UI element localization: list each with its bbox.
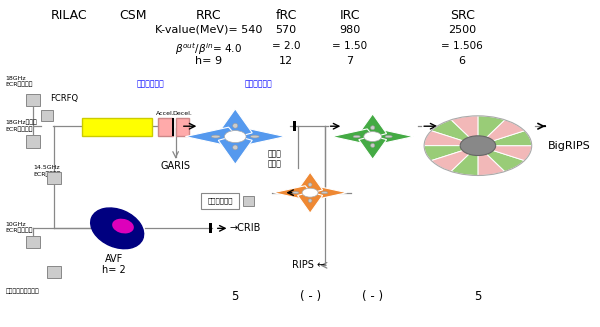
Polygon shape <box>298 192 323 213</box>
Text: = 1.50: = 1.50 <box>332 41 367 51</box>
Wedge shape <box>478 146 524 171</box>
Ellipse shape <box>91 208 143 249</box>
Ellipse shape <box>112 219 134 233</box>
Text: ( - ): ( - ) <box>362 290 383 303</box>
FancyBboxPatch shape <box>26 236 40 248</box>
Text: AVF: AVF <box>105 254 124 264</box>
Text: = 1.506: = 1.506 <box>441 41 483 51</box>
Ellipse shape <box>322 192 328 194</box>
Text: 偏極重陽子イオン源: 偏極重陽子イオン源 <box>5 288 39 294</box>
Text: 2500: 2500 <box>448 25 476 35</box>
Text: →CRIB: →CRIB <box>229 223 261 233</box>
Text: RIPS ←: RIPS ← <box>292 260 325 270</box>
Text: （新入射器）: （新入射器） <box>208 198 233 204</box>
Ellipse shape <box>371 144 375 147</box>
Ellipse shape <box>233 145 238 150</box>
Text: 980: 980 <box>339 25 361 35</box>
Text: 18GHz超伝導
ECRイオン源: 18GHz超伝導 ECRイオン源 <box>5 120 37 132</box>
Polygon shape <box>371 129 413 144</box>
FancyBboxPatch shape <box>202 193 239 209</box>
Text: = 2.0: = 2.0 <box>272 41 301 51</box>
Polygon shape <box>234 127 285 146</box>
Polygon shape <box>309 186 347 200</box>
Text: 7: 7 <box>346 56 353 66</box>
Text: h= 2: h= 2 <box>103 266 126 275</box>
Text: 荷電交換膜３: 荷電交換膜３ <box>245 79 272 89</box>
Text: h= 9: h= 9 <box>196 56 223 66</box>
Text: IRC: IRC <box>340 9 360 23</box>
Ellipse shape <box>371 126 375 130</box>
FancyBboxPatch shape <box>47 172 61 184</box>
Ellipse shape <box>353 135 360 138</box>
Text: GARIS: GARIS <box>161 161 191 171</box>
FancyBboxPatch shape <box>47 266 61 278</box>
Polygon shape <box>185 127 237 146</box>
Text: 5: 5 <box>474 290 482 303</box>
Text: 荷電交換膜１: 荷電交換膜１ <box>137 79 164 89</box>
Wedge shape <box>424 146 478 161</box>
Text: 18GHz
ECRイオン源: 18GHz ECRイオン源 <box>5 76 33 88</box>
Polygon shape <box>359 136 386 159</box>
Text: 570: 570 <box>275 25 296 35</box>
FancyBboxPatch shape <box>41 110 53 121</box>
Text: Decel.: Decel. <box>172 112 192 116</box>
Polygon shape <box>273 186 311 200</box>
Text: FCRFQ: FCRFQ <box>50 94 78 103</box>
Wedge shape <box>431 146 478 171</box>
Polygon shape <box>359 114 386 137</box>
Text: RILAC: RILAC <box>50 9 87 23</box>
Ellipse shape <box>308 199 312 202</box>
Text: 12: 12 <box>279 56 293 66</box>
FancyBboxPatch shape <box>82 118 152 136</box>
Polygon shape <box>218 136 252 164</box>
FancyBboxPatch shape <box>176 118 189 136</box>
Text: SRC: SRC <box>449 9 475 23</box>
Wedge shape <box>478 146 532 161</box>
Text: 10GHz
ECRイオン源: 10GHz ECRイオン源 <box>5 222 33 233</box>
Wedge shape <box>478 120 524 146</box>
FancyBboxPatch shape <box>26 94 40 106</box>
Text: $\beta^{out}/\beta^{in}$= 4.0: $\beta^{out}/\beta^{in}$= 4.0 <box>175 41 242 57</box>
Text: 14.5GHz
ECRイオン源: 14.5GHz ECRイオン源 <box>34 165 61 177</box>
Wedge shape <box>451 146 478 176</box>
Text: K-value(MeV)= 540: K-value(MeV)= 540 <box>155 25 263 35</box>
Wedge shape <box>431 120 478 146</box>
Circle shape <box>364 132 382 142</box>
Text: RRC: RRC <box>196 9 222 23</box>
FancyBboxPatch shape <box>158 118 173 136</box>
Text: 5: 5 <box>232 290 239 303</box>
Bar <box>293 121 296 131</box>
Text: ( - ): ( - ) <box>299 290 320 303</box>
Text: fRC: fRC <box>275 9 297 23</box>
Wedge shape <box>478 146 505 176</box>
FancyBboxPatch shape <box>244 196 254 206</box>
Text: 6: 6 <box>458 56 466 66</box>
Circle shape <box>302 188 318 197</box>
Text: Accel.: Accel. <box>156 112 175 116</box>
Ellipse shape <box>233 123 238 128</box>
Ellipse shape <box>292 192 299 194</box>
Wedge shape <box>424 131 478 146</box>
Circle shape <box>224 130 246 143</box>
Bar <box>209 223 212 233</box>
Polygon shape <box>298 172 323 193</box>
Wedge shape <box>478 116 505 146</box>
Ellipse shape <box>385 135 392 138</box>
Ellipse shape <box>250 135 259 138</box>
Ellipse shape <box>211 135 220 138</box>
Wedge shape <box>478 131 532 146</box>
Circle shape <box>460 136 496 156</box>
Text: CSM: CSM <box>119 9 146 23</box>
Ellipse shape <box>308 183 312 186</box>
Polygon shape <box>218 109 252 137</box>
Text: 荷電交
換膜２: 荷電交 換膜２ <box>268 149 282 168</box>
FancyBboxPatch shape <box>26 135 40 147</box>
Wedge shape <box>451 116 478 146</box>
Bar <box>172 118 174 136</box>
Text: BigRIPS: BigRIPS <box>548 141 591 151</box>
Polygon shape <box>332 129 374 144</box>
